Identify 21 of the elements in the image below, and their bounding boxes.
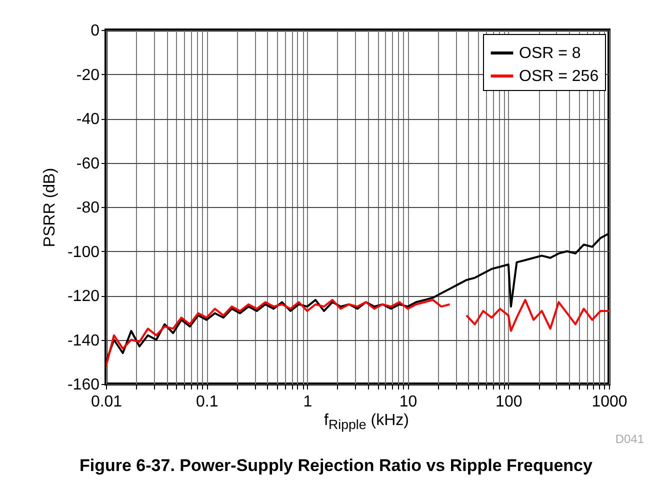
y-axis-title: PSRR (dB) [41, 168, 58, 248]
x-axis-title: f$_{Ripple}$ (kHz) [323, 412, 410, 432]
text: Figure 6-37. Power-Supply Rejection Ratio vs Ripple Frequency [78, 456, 594, 476]
text: D041 [615, 432, 644, 446]
y-tick-label: 0 [90, 22, 100, 40]
legend-label: OSR = 8 [519, 45, 581, 62]
y-tick-label: -120 [67, 288, 100, 305]
x-tick-label: 10 [399, 394, 418, 410]
x-tick-label: 0.1 [196, 394, 218, 410]
y-tick-label: -100 [67, 244, 100, 261]
y-tick-label: -140 [67, 332, 100, 350]
legend-label: OSR = 256 [519, 68, 599, 85]
y-tick-label: -20 [76, 66, 100, 84]
x-tick-label: 1000 [592, 394, 628, 410]
y-tick-label: -80 [76, 200, 100, 216]
y-tick-label: -60 [76, 155, 100, 172]
y-tick-label: -160 [67, 376, 100, 394]
y-tick-label: -40 [76, 111, 100, 128]
x-tick-label: 1 [303, 394, 312, 410]
x-tick-label: 0.01 [90, 394, 122, 410]
x-tick-label: 100 [496, 394, 522, 410]
